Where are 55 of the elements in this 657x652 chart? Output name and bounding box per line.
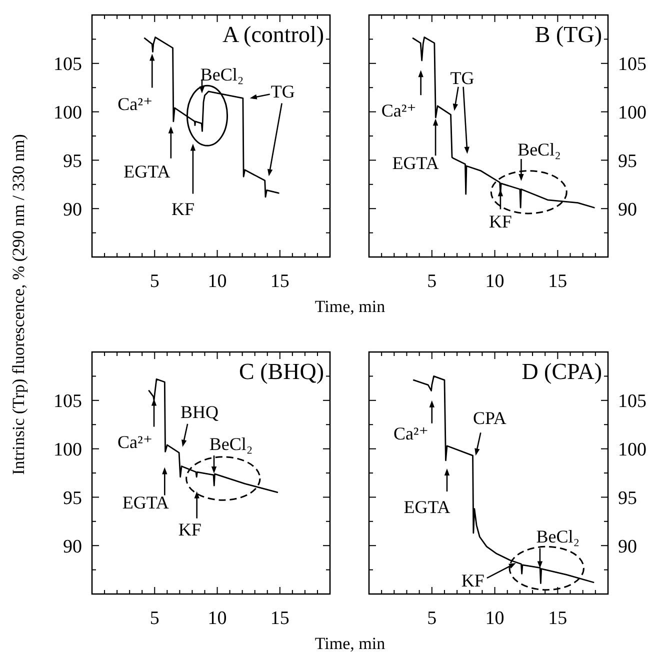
x-tick-label: 5 <box>427 271 437 292</box>
y-tick-label: 100 <box>618 102 646 124</box>
x-tick-label: 10 <box>208 271 227 292</box>
chart-title: A (control) <box>222 22 324 47</box>
y-tick-label: 105 <box>54 54 82 76</box>
annotation: BeCl₂ <box>200 64 244 85</box>
x-tick-label: 10 <box>485 271 504 292</box>
x-tick-label: 15 <box>270 608 290 629</box>
annotation: BeCl₂ <box>518 139 561 160</box>
annotation: CPA <box>472 408 506 428</box>
y-axis-title: Intrinsic (Trp) fluorescence, % (290 nm / 330 nm) <box>9 134 28 475</box>
y-tick-label: 90 <box>618 199 637 220</box>
x-tick-label: 5 <box>427 608 437 629</box>
annotation: TG <box>270 82 295 102</box>
y-tick-label: 95 <box>618 150 637 172</box>
annotation: KF <box>488 212 512 232</box>
y-tick-label: 105 <box>618 391 646 412</box>
y-tick-label: 105 <box>618 54 646 76</box>
annotation: BeCl₂ <box>536 526 580 547</box>
annotation: EGTA <box>392 152 439 173</box>
annotation: Ca²⁺ <box>118 94 153 114</box>
chart-title: C (BHQ) <box>239 359 324 384</box>
annotation: KF <box>461 570 484 590</box>
annotation: Ca²⁺ <box>381 100 416 120</box>
annotation: EGTA <box>404 496 450 517</box>
chart-title: D (CPA) <box>522 359 602 384</box>
x-axis-title: Time, min <box>314 634 386 652</box>
y-tick-label: 95 <box>618 488 637 509</box>
annotation: BeCl₂ <box>209 434 253 454</box>
x-tick-label: 5 <box>150 271 160 292</box>
annotation: EGTA <box>124 162 170 182</box>
x-tick-label: 15 <box>548 608 568 629</box>
annotation: KF <box>171 199 194 220</box>
annotation: KF <box>178 520 202 540</box>
annotation: Ca²⁺ <box>118 432 152 452</box>
y-tick-label: 95 <box>63 488 82 509</box>
annotation: EGTA <box>122 492 169 512</box>
annotation: TG <box>450 68 474 88</box>
annotation: Ca²⁺ <box>393 424 428 444</box>
x-tick-label: 10 <box>208 608 227 629</box>
x-tick-label: 15 <box>270 271 290 292</box>
y-tick-label: 105 <box>54 391 82 412</box>
y-tick-label: 100 <box>618 439 646 460</box>
y-tick-label: 90 <box>618 536 637 558</box>
y-tick-label: 90 <box>63 536 82 558</box>
chart-title: B (TG) <box>534 22 602 47</box>
y-tick-label: 100 <box>54 102 82 124</box>
y-tick-label: 90 <box>63 199 82 220</box>
x-tick-label: 10 <box>485 608 504 629</box>
annotation: BHQ <box>180 402 219 422</box>
y-tick-label: 95 <box>63 150 82 172</box>
y-tick-label: 100 <box>54 439 82 460</box>
x-tick-label: 15 <box>548 271 568 292</box>
x-tick-label: 5 <box>150 608 160 629</box>
x-axis-title: Time, min <box>314 297 386 316</box>
